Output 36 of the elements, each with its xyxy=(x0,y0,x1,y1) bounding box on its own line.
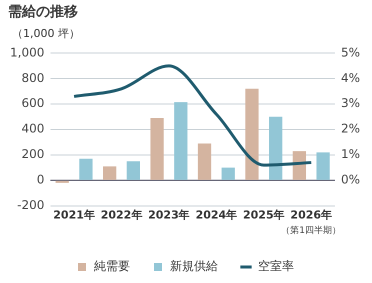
bar xyxy=(269,116,282,180)
y-tick-label: 400 xyxy=(21,122,44,136)
legend-label: 空室率 xyxy=(258,259,294,274)
bar xyxy=(245,88,259,180)
bar xyxy=(174,102,188,180)
y-tick-label: 800 xyxy=(21,70,44,85)
bar xyxy=(126,161,140,180)
y-tick-label: 200 xyxy=(21,147,44,162)
y2-tick-label: 5% xyxy=(340,45,360,60)
y-tick-label: 1,000 xyxy=(10,45,44,60)
bar xyxy=(79,158,93,180)
y2-tick-label: 0% xyxy=(340,172,360,186)
legend-label: 純需要 xyxy=(94,259,130,274)
x-tick-label: 2024年 xyxy=(196,208,238,222)
bar xyxy=(103,166,116,180)
y2-tick-label: 2% xyxy=(340,122,360,136)
text: （第1四半期） xyxy=(281,224,341,236)
y2-tick-label: 4% xyxy=(340,70,360,85)
x-tick-label: 2021年 xyxy=(53,208,95,222)
y-tick-label: 0 xyxy=(36,172,44,186)
x-tick-label: 2026年 xyxy=(290,208,332,222)
y-axis-title: （1,000 坪） xyxy=(12,26,80,41)
y-tick-label: -200 xyxy=(17,198,44,212)
legend-label: 新規供給 xyxy=(170,259,218,274)
bar xyxy=(222,168,235,180)
x-tick-label: 2025年 xyxy=(243,208,285,222)
bar xyxy=(150,118,164,180)
x-tick-label: 2022年 xyxy=(100,208,142,222)
y-tick-label: 600 xyxy=(21,96,44,110)
bar xyxy=(316,152,330,180)
chart-title: 需給の推移 xyxy=(8,3,78,21)
x-tick-label: 2023年 xyxy=(148,208,190,222)
y2-tick-label: 3% xyxy=(340,96,360,110)
bar xyxy=(198,143,212,180)
y2-tick-label: 1% xyxy=(340,147,360,162)
line-series xyxy=(72,64,313,167)
